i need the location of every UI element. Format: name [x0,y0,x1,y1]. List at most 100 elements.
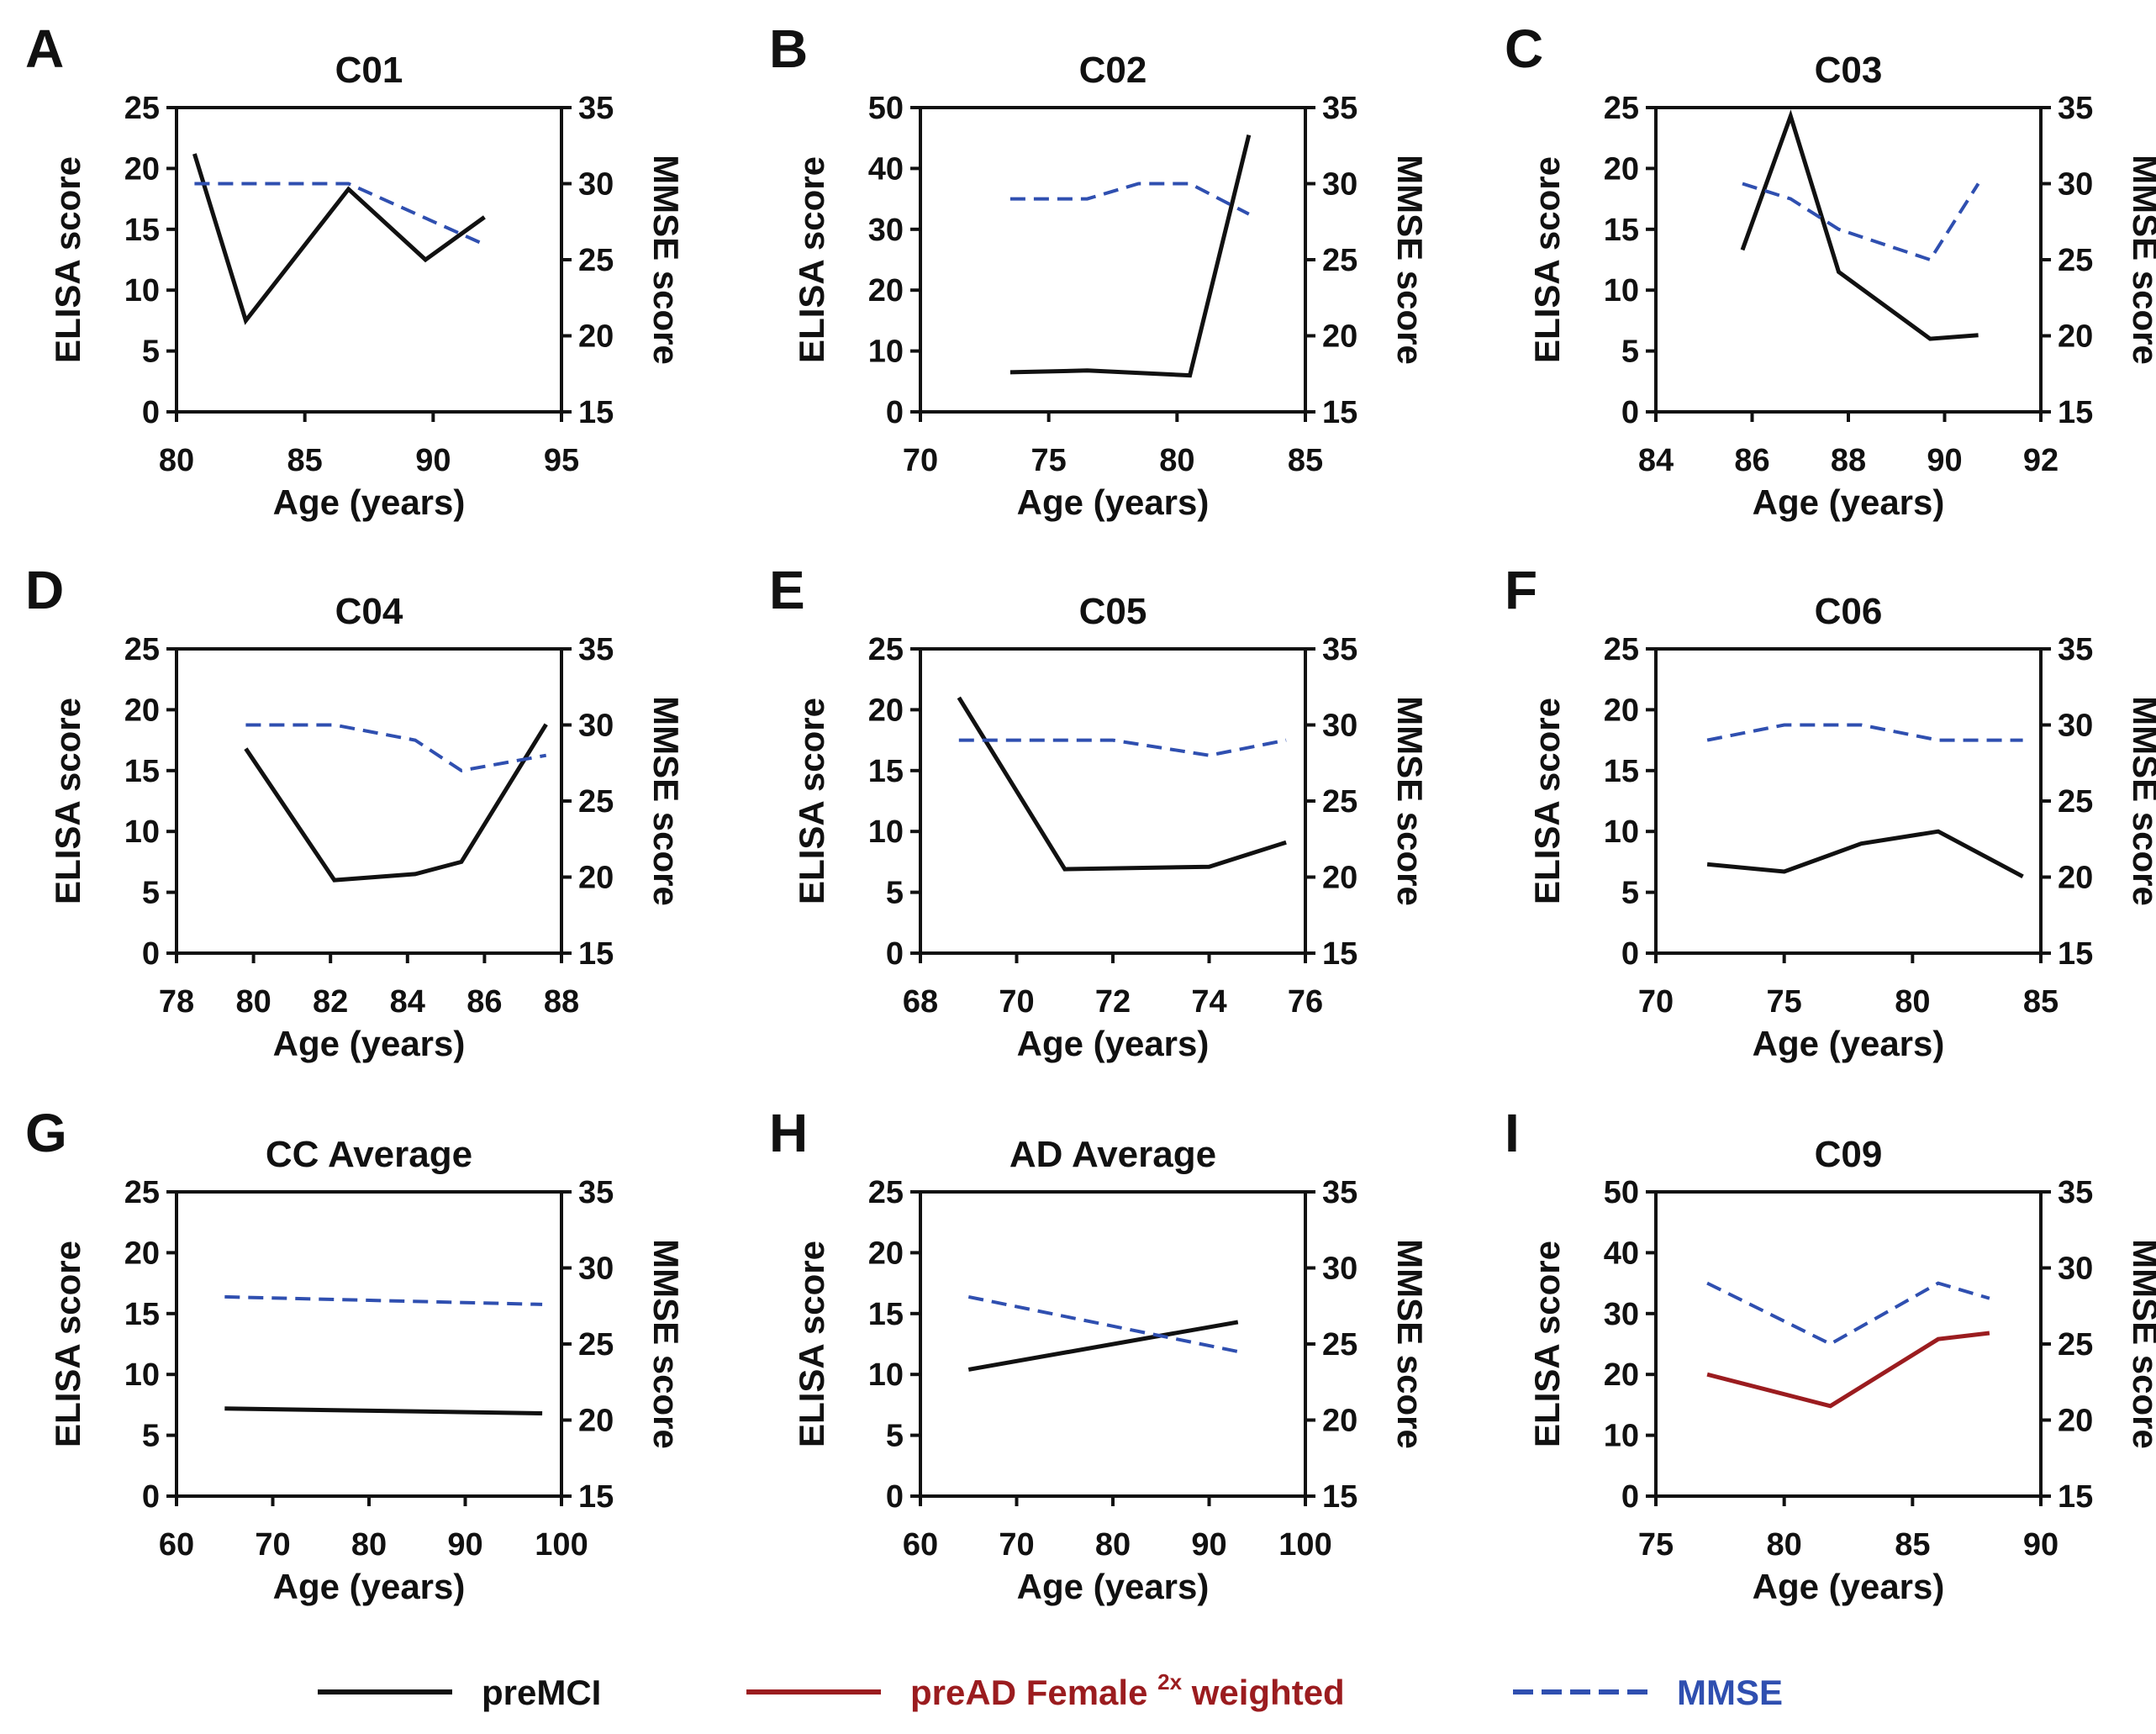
panel-letter: B [769,18,808,79]
series-line-mmse [1742,182,1980,262]
x-axis-title: Age (years) [1017,482,1210,522]
y-tick-label: 0 [142,1479,160,1515]
series-line-mmse [1706,1281,1990,1347]
y2-tick-label: 35 [1322,91,1357,126]
legend-text: weighted [1182,1673,1345,1712]
y-tick-label: 25 [1604,632,1639,667]
series-line-mmse [224,1294,543,1306]
panel-title: C03 [1815,50,1883,91]
series-line-premci [957,696,1287,872]
x-axis-title: Age (years) [1017,1024,1210,1063]
x-axis-title: Age (years) [273,1024,466,1063]
y-tick-label: 10 [868,335,904,370]
y2-axis-title: MMSE score [1390,1239,1430,1449]
y-tick-label: 50 [868,91,904,126]
y-tick-label: 0 [886,1479,904,1515]
x-tick-label: 82 [313,984,348,1020]
panel-letter: C [1505,18,1543,79]
y-axis-title: ELISA score [1527,156,1567,363]
y2-tick-label: 20 [2058,1404,2093,1439]
y-tick-label: 20 [868,693,904,728]
y2-tick-label: 35 [2058,632,2093,667]
y-tick-label: 15 [868,754,904,789]
y-tick-label: 5 [886,876,904,911]
series-line-mmse [245,723,547,772]
x-tick-label: 80 [1767,1527,1802,1563]
x-tick-label: 70 [903,443,938,478]
x-axis-title: Age (years) [273,1567,466,1606]
y-tick-label: 10 [1604,814,1639,850]
y-tick-label: 25 [124,91,160,126]
y2-axis-title: MMSE score [2126,696,2156,906]
x-axis-title: Age (years) [1753,1567,1945,1606]
panel-G: G CC Average 0 5 10 15 20 25 15 20 25 30 35 60 70 80 90 1… [25,1103,686,1606]
x-tick-label: 60 [159,1527,194,1563]
x-axis-title: Age (years) [1753,482,1945,522]
y2-tick-label: 30 [578,1252,614,1287]
series-line-premci [1706,829,2024,879]
y2-tick-label: 30 [1322,167,1357,203]
panel-title: C01 [335,50,403,91]
legend-item-preAD: preAD Female 2x weighted [746,1669,1345,1712]
y2-tick-label: 20 [1322,319,1357,355]
y2-tick-label: 30 [2058,167,2093,203]
x-tick-label: 78 [159,984,194,1020]
y-tick-label: 0 [1621,936,1639,972]
series-line-premci [1740,109,1979,341]
panel-D: D C04 0 5 10 15 20 25 15 20 25 30 35 78 80 82 84 86 88 Age … [25,560,686,1063]
y-tick-label: 10 [1604,1419,1639,1454]
y-axis-title: ELISA score [48,156,87,363]
x-tick-label: 80 [351,1527,387,1563]
x-tick-label: 90 [1927,443,1962,478]
legend-label: MMSE [1677,1673,1783,1712]
y-tick-label: 5 [142,1419,160,1454]
y2-tick-label: 30 [578,709,614,744]
x-tick-label: 75 [1638,1527,1674,1563]
y2-tick-label: 35 [2058,91,2093,126]
y-tick-label: 30 [868,213,904,248]
y2-axis-title: MMSE score [2126,1239,2156,1449]
x-tick-label: 72 [1095,984,1131,1020]
y2-tick-label: 15 [578,936,614,972]
x-tick-label: 88 [1831,443,1866,478]
y2-axis-title: MMSE score [646,1239,686,1449]
x-tick-label: 80 [1895,984,1930,1020]
y-tick-label: 20 [1604,151,1639,187]
x-tick-label: 90 [2023,1527,2058,1563]
y-tick-label: 50 [1604,1175,1639,1210]
panel-letter: A [25,18,64,79]
y-axis-title: ELISA score [48,1241,87,1447]
series-line-premci [192,153,486,325]
y-axis-title: ELISA score [48,698,87,904]
legend-label: preMCI [482,1673,601,1712]
y-tick-label: 0 [886,936,904,972]
y-tick-label: 25 [124,1175,160,1210]
y2-axis-title: MMSE score [1390,696,1430,906]
x-tick-label: 100 [1278,1527,1331,1563]
x-tick-label: 85 [1288,443,1323,478]
y-tick-label: 0 [886,395,904,430]
y2-tick-label: 35 [2058,1175,2093,1210]
y-tick-label: 30 [1604,1297,1639,1332]
y2-axis-title: MMSE score [646,155,686,365]
y2-tick-label: 35 [578,1175,614,1210]
x-tick-label: 60 [903,1527,938,1563]
x-axis-title: Age (years) [1753,1024,1945,1063]
y2-tick-label: 20 [578,861,614,896]
panel-letter: D [25,560,64,620]
y2-tick-label: 20 [2058,319,2093,355]
y-tick-label: 5 [886,1419,904,1454]
y-tick-label: 10 [868,814,904,850]
panel-H: H AD Average 0 5 10 15 20 25 15 20 25 30 35 60 70 80 90 1… [769,1103,1430,1606]
y2-tick-label: 15 [578,395,614,430]
y2-tick-label: 30 [578,167,614,203]
panel-title: CC Average [266,1134,472,1175]
y2-tick-label: 25 [1322,243,1357,278]
panel-I: I C09 0 10 20 30 40 50 15 20 25 30 35 75 80 85 90 Age (ye… [1505,1103,2156,1606]
x-tick-label: 74 [1191,984,1226,1020]
y2-tick-label: 35 [1322,1175,1357,1210]
panel-B: B C02 0 10 20 30 40 50 15 20 25 30 35 70 75 80 85 Age (ye… [769,18,1430,522]
y2-axis-title: MMSE score [1390,155,1430,365]
series-line-premci [1009,134,1252,378]
y-tick-label: 20 [124,693,160,728]
